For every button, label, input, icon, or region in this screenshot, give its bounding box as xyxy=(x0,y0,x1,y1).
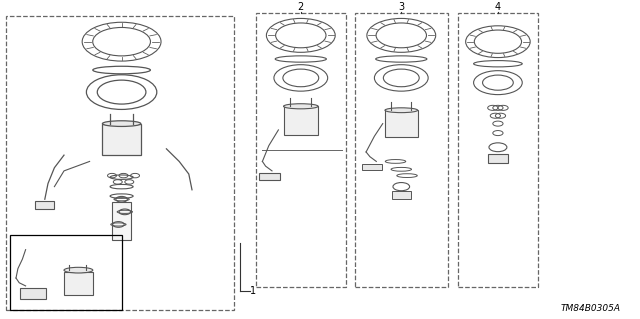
Ellipse shape xyxy=(102,121,141,126)
FancyBboxPatch shape xyxy=(362,164,382,170)
FancyBboxPatch shape xyxy=(20,288,46,299)
FancyBboxPatch shape xyxy=(112,202,131,240)
Text: 2: 2 xyxy=(298,2,304,12)
FancyBboxPatch shape xyxy=(385,110,418,137)
Text: TM84B0305A: TM84B0305A xyxy=(561,304,621,313)
FancyBboxPatch shape xyxy=(488,153,508,163)
Text: 4: 4 xyxy=(495,2,501,12)
Ellipse shape xyxy=(385,108,417,113)
Ellipse shape xyxy=(284,104,318,109)
FancyBboxPatch shape xyxy=(392,191,411,199)
Text: 1: 1 xyxy=(250,286,256,296)
FancyBboxPatch shape xyxy=(64,272,93,295)
FancyBboxPatch shape xyxy=(102,124,141,155)
FancyBboxPatch shape xyxy=(35,201,54,209)
FancyBboxPatch shape xyxy=(284,106,318,135)
Ellipse shape xyxy=(64,267,93,273)
FancyBboxPatch shape xyxy=(259,174,280,180)
Text: 3: 3 xyxy=(398,2,404,12)
